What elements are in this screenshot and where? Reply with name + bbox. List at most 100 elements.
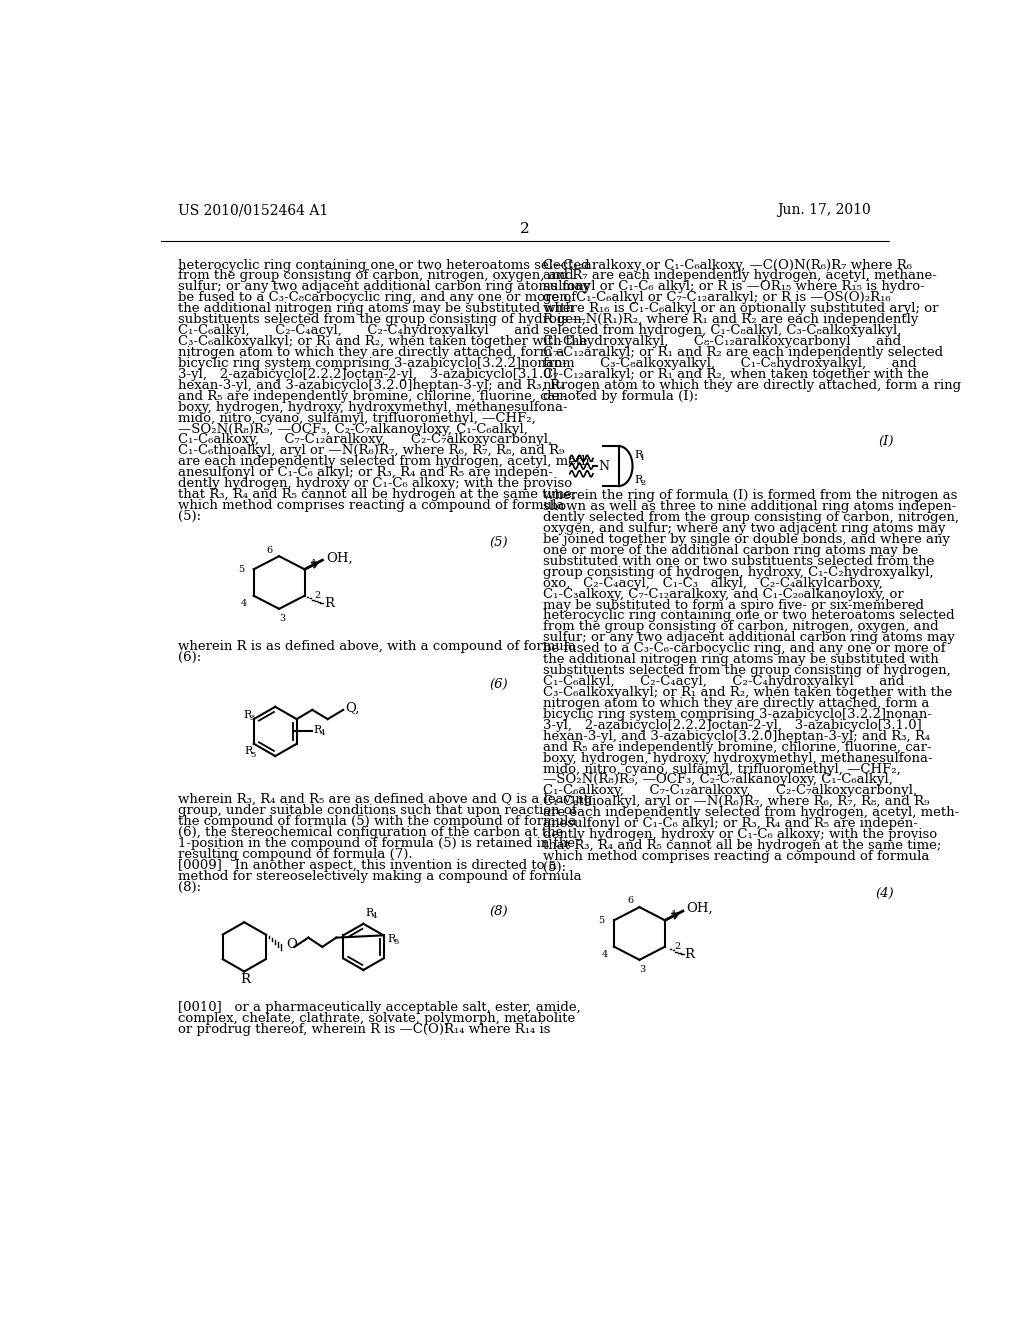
Text: 5: 5 — [599, 916, 604, 925]
Text: C₁-C₃alkoxy, C₇-C₁₂aralkoxy, and C₁-C₂₀alkanoyloxy, or: C₁-C₃alkoxy, C₇-C₁₂aralkoxy, and C₁-C₂₀a… — [543, 587, 903, 601]
Text: wherein R₃, R₄ and R₅ are as defined above and Q is a leaving: wherein R₃, R₄ and R₅ are as defined abo… — [178, 793, 593, 807]
Text: bicyclic ring system comprising 3-azabicyclo[3.2.2]nonan-: bicyclic ring system comprising 3-azabic… — [178, 356, 567, 370]
Text: where R₁₆ is C₁-C₆alkyl or an optionally substituted aryl; or: where R₁₆ is C₁-C₆alkyl or an optionally… — [543, 302, 938, 315]
Text: be joined together by single or double bonds, and where any: be joined together by single or double b… — [543, 533, 949, 546]
Text: and R₇ are each independently hydrogen, acetyl, methane-: and R₇ are each independently hydrogen, … — [543, 269, 937, 282]
Text: or prodrug thereof, wherein R is —C(O)R₁₄ where R₁₄ is: or prodrug thereof, wherein R is —C(O)R₁… — [178, 1023, 551, 1036]
Text: Jun. 17, 2010: Jun. 17, 2010 — [777, 203, 871, 216]
Text: nitrogen atom to which they are directly attached, form a: nitrogen atom to which they are directly… — [178, 346, 565, 359]
Text: (6): (6) — [489, 677, 508, 690]
Text: 4: 4 — [372, 912, 378, 920]
Text: nitrogen atom to which they are directly attached, form a: nitrogen atom to which they are directly… — [543, 697, 929, 710]
Text: dently selected from the group consisting of carbon, nitrogen,: dently selected from the group consistin… — [543, 511, 958, 524]
Text: R: R — [387, 935, 395, 944]
Text: —SO₂N(R₈)R₉, —OCF₃, C₂-C₇alkanoyloxy, C₁-C₆alkyl,: —SO₂N(R₈)R₉, —OCF₃, C₂-C₇alkanoyloxy, C₁… — [178, 422, 528, 436]
Text: C₁-C₆hydroxyalkyl,      C₈-C₁₂aralkoxycarbonyl      and: C₁-C₆hydroxyalkyl, C₈-C₁₂aralkoxycarbony… — [543, 335, 901, 348]
Text: [0009]   In another aspect, this invention is directed to a: [0009] In another aspect, this invention… — [178, 858, 557, 871]
Text: (5):: (5): — [543, 861, 565, 874]
Text: sulfur; or any two adjacent additional carbon ring atoms may: sulfur; or any two adjacent additional c… — [543, 631, 954, 644]
Text: substituents selected from the group consisting of hydrogen,: substituents selected from the group con… — [543, 664, 950, 677]
Text: heterocyclic ring containing one or two heteroatoms selected: heterocyclic ring containing one or two … — [543, 610, 954, 623]
Text: OH,: OH, — [687, 903, 714, 915]
Text: 3-yl,   2-azabicyclo[2.2.2]octan-2-yl,   3-azabicyclo[3.1.0]: 3-yl, 2-azabicyclo[2.2.2]octan-2-yl, 3-a… — [543, 719, 922, 731]
Text: C₇-C₁₂aralkyl; or R₁ and R₂, when taken together with the: C₇-C₁₂aralkyl; or R₁ and R₂, when taken … — [543, 368, 929, 381]
Text: O: O — [286, 939, 297, 952]
Text: and R₅ are independently bromine, chlorine, fluorine, car-: and R₅ are independently bromine, chlori… — [543, 741, 931, 754]
Text: oxo,   C₂-C₄acyl,   C₁-C₃   alkyl,   C₂-C₄alkylcarboxy,: oxo, C₂-C₄acyl, C₁-C₃ alkyl, C₂-C₄alkylc… — [543, 577, 883, 590]
Text: C₁-C₆thioalkyl, aryl or —N(R₆)R₇, where R₆, R₇, R₈, and R₉: C₁-C₆thioalkyl, aryl or —N(R₆)R₇, where … — [178, 445, 565, 457]
Text: R: R — [366, 908, 374, 917]
Text: 2: 2 — [520, 222, 529, 235]
Text: wherein the ring of formula (I) is formed from the nitrogen as: wherein the ring of formula (I) is forme… — [543, 490, 957, 502]
Text: C₁-C₆alkyl,      C₂-C₄acyl,      C₂-C₄hydroxyalkyl      and: C₁-C₆alkyl, C₂-C₄acyl, C₂-C₄hydroxyalkyl… — [543, 675, 904, 688]
Text: sulfonyl or C₁-C₆ alkyl; or R is —OR₁₅ where R₁₅ is hydro-: sulfonyl or C₁-C₆ alkyl; or R is —OR₁₅ w… — [543, 280, 925, 293]
Text: 6: 6 — [267, 545, 272, 554]
Text: (5):: (5): — [178, 510, 202, 523]
Text: (4): (4) — [876, 887, 894, 900]
Text: be fused to a C₃-C₈carbocyclic ring, and any one or more of: be fused to a C₃-C₈carbocyclic ring, and… — [178, 292, 577, 305]
Text: 1: 1 — [671, 909, 678, 919]
Text: 4: 4 — [319, 729, 325, 737]
Text: C₁-C₆thioalkyl, aryl or —N(R₆)R₇, where R₆, R₇, R₈, and R₉: C₁-C₆thioalkyl, aryl or —N(R₆)R₇, where … — [543, 796, 929, 808]
Text: substituted with one or two substituents selected from the: substituted with one or two substituents… — [543, 554, 934, 568]
Text: heterocyclic ring containing one or two heteroatoms selected: heterocyclic ring containing one or two … — [178, 259, 590, 272]
Text: —SO₂N(R₈)R₉, —OCF₃, C₂-C₇alkanoyloxy, C₁-C₆alkyl,: —SO₂N(R₈)R₉, —OCF₃, C₂-C₇alkanoyloxy, C₁… — [543, 774, 893, 787]
Text: shown as well as three to nine additional ring atoms indepen-: shown as well as three to nine additiona… — [543, 500, 956, 513]
Text: 5: 5 — [393, 939, 399, 946]
Text: 5: 5 — [239, 565, 245, 574]
Text: R: R — [313, 725, 322, 735]
Text: wherein R is as defined above, with a compound of formula: wherein R is as defined above, with a co… — [178, 640, 577, 653]
Text: 3: 3 — [280, 614, 286, 623]
Text: N: N — [598, 459, 609, 473]
Text: 1: 1 — [311, 558, 317, 568]
Text: (6):: (6): — [178, 651, 202, 664]
Text: 4: 4 — [242, 599, 248, 609]
Text: US 2010/0152464 A1: US 2010/0152464 A1 — [178, 203, 329, 216]
Text: group consisting of hydrogen, hydroxy, C₁-C₂hydroxyalkyl,: group consisting of hydrogen, hydroxy, C… — [543, 566, 933, 578]
Text: 6: 6 — [627, 896, 633, 906]
Text: 3-yl,   2-azabicyclo[2.2.2]octan-2-yl,   3-azabicyclo[3.1.0]: 3-yl, 2-azabicyclo[2.2.2]octan-2-yl, 3-a… — [178, 368, 557, 381]
Text: C₁-C₆alkyl,      C₂-C₄acyl,      C₂-C₄hydroxyalkyl      and: C₁-C₆alkyl, C₂-C₄acyl, C₂-C₄hydroxyalkyl… — [178, 325, 540, 337]
Text: are each independently selected from hydrogen, acetyl, meth-: are each independently selected from hyd… — [543, 807, 958, 820]
Text: 2: 2 — [314, 591, 321, 601]
Text: substituents selected from the group consisting of hydrogen,: substituents selected from the group con… — [178, 313, 586, 326]
Text: sulfur; or any two adjacent additional carbon ring atoms may: sulfur; or any two adjacent additional c… — [178, 280, 590, 293]
Text: hexan-3-yl, and 3-azabicyclo[3.2.0]heptan-3-yl; and R₃, R₄: hexan-3-yl, and 3-azabicyclo[3.2.0]hepta… — [178, 379, 565, 392]
Text: one or more of the additional carbon ring atoms may be: one or more of the additional carbon rin… — [543, 544, 918, 557]
Text: nitrogen atom to which they are directly attached, form a ring: nitrogen atom to which they are directly… — [543, 379, 961, 392]
Text: which method comprises reacting a compound of formula: which method comprises reacting a compou… — [178, 499, 565, 512]
Text: complex, chelate, clathrate, solvate, polymorph, metabolite: complex, chelate, clathrate, solvate, po… — [178, 1011, 575, 1024]
Text: dently hydrogen, hydroxy or C₁-C₆ alkoxy; with the proviso: dently hydrogen, hydroxy or C₁-C₆ alkoxy… — [543, 828, 937, 841]
Text: R: R — [684, 948, 694, 961]
Text: C₃-C₆alkoxyalkyl; or R₁ and R₂, when taken together with the: C₃-C₆alkoxyalkyl; or R₁ and R₂, when tak… — [178, 335, 588, 348]
Text: R: R — [324, 597, 334, 610]
Text: R: R — [634, 450, 642, 461]
Text: (8):: (8): — [178, 880, 202, 894]
Text: dently hydrogen, hydroxy or C₁-C₆ alkoxy; with the proviso: dently hydrogen, hydroxy or C₁-C₆ alkoxy… — [178, 478, 572, 490]
Text: be fused to a C₃-C₆-carbocyclic ring, and any one or more of: be fused to a C₃-C₆-carbocyclic ring, an… — [543, 643, 945, 655]
Text: the compound of formula (5) with the compound of formula: the compound of formula (5) with the com… — [178, 814, 577, 828]
Text: 1-position in the compound of formula (5) is retained in the: 1-position in the compound of formula (5… — [178, 837, 575, 850]
Text: R is —N(R₁)R₂, where R₁ and R₂ are each independently: R is —N(R₁)R₂, where R₁ and R₂ are each … — [543, 313, 918, 326]
Text: group, under suitable conditions such that upon reaction of: group, under suitable conditions such th… — [178, 804, 577, 817]
Text: from      C₃-C₈alkoxyalkyl,      C₁-C₈hydroxyalkyl,      and: from C₃-C₈alkoxyalkyl, C₁-C₈hydroxyalkyl… — [543, 356, 916, 370]
Text: method for stereoselectively making a compound of formula: method for stereoselectively making a co… — [178, 870, 582, 883]
Text: mido, nitro, cyano, sulfamyl, trifluoromethyl, —CHF₂,: mido, nitro, cyano, sulfamyl, trifluorom… — [543, 763, 900, 776]
Text: (I): (I) — [879, 436, 894, 449]
Text: 2: 2 — [674, 942, 681, 952]
Text: Q,: Q, — [345, 702, 359, 715]
Text: from the group consisting of carbon, nitrogen, oxygen, and: from the group consisting of carbon, nit… — [178, 269, 574, 282]
Text: C₇-C₁₂aralkoxy or C₁-C₆alkoxy, —C(O)N(R₆)R₇ where R₆: C₇-C₁₂aralkoxy or C₁-C₆alkoxy, —C(O)N(R₆… — [543, 259, 911, 272]
Text: denoted by formula (I):: denoted by formula (I): — [543, 389, 698, 403]
Text: 3: 3 — [639, 965, 646, 974]
Text: 1: 1 — [640, 454, 646, 462]
Text: anesulfonyl or C₁-C₆ alkyl; or R₃, R₄ and R₅ are indepen-: anesulfonyl or C₁-C₆ alkyl; or R₃, R₄ an… — [178, 466, 553, 479]
Text: anesulfonyl or C₁-C₆ alkyl; or R₃, R₄ and R₅ are indepen-: anesulfonyl or C₁-C₆ alkyl; or R₃, R₄ an… — [543, 817, 918, 830]
Text: (8): (8) — [489, 904, 508, 917]
Text: R: R — [634, 475, 642, 484]
Text: 3: 3 — [249, 714, 255, 722]
Text: from the group consisting of carbon, nitrogen, oxygen, and: from the group consisting of carbon, nit… — [543, 620, 938, 634]
Text: that R₃, R₄ and R₅ cannot all be hydrogen at the same time;: that R₃, R₄ and R₅ cannot all be hydroge… — [178, 488, 577, 502]
Text: bicyclic ring system comprising 3-azabicyclo[3.2.2]nonan-: bicyclic ring system comprising 3-azabic… — [543, 708, 932, 721]
Text: hexan-3-yl, and 3-azabicyclo[3.2.0]heptan-3-yl; and R₃, R₄: hexan-3-yl, and 3-azabicyclo[3.2.0]hepta… — [543, 730, 930, 743]
